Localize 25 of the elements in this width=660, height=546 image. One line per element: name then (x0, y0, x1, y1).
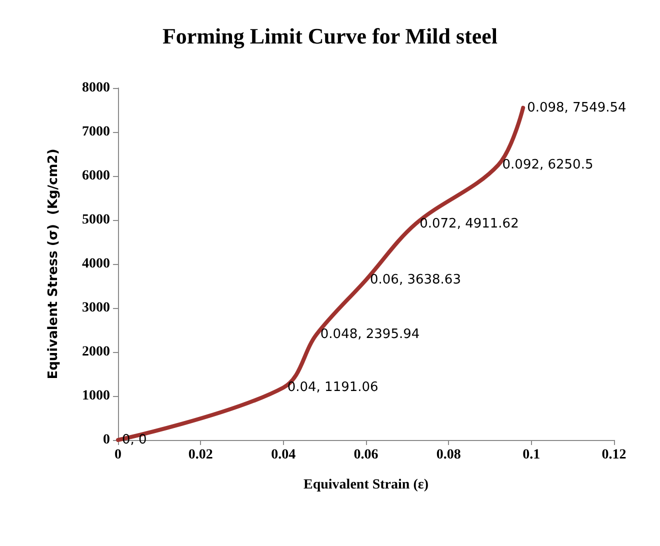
y-tick-label: 1000 (82, 388, 110, 404)
data-label: 0.06, 3638.63 (370, 272, 461, 288)
data-label: 0.098, 7549.54 (527, 100, 626, 116)
data-label: 0.072, 4911.62 (420, 216, 519, 232)
y-tick-label: 0 (103, 432, 110, 448)
data-label: 0.04, 1191.06 (287, 380, 378, 396)
x-tick-label: 0.08 (436, 448, 461, 462)
y-tick-label: 8000 (82, 80, 110, 96)
x-tick-label: 0 (114, 448, 122, 462)
y-tick-label: 5000 (82, 212, 110, 228)
y-axis-title: Equivalent Stress (σ) (Kg/cm2) (46, 148, 61, 380)
data-label: 0.092, 6250.5 (502, 157, 594, 172)
x-axis-title: Equivalent Strain (ε) (304, 478, 429, 492)
y-tick-label: 6000 (82, 168, 110, 184)
y-tick-label: 7000 (82, 124, 110, 140)
y-tick-label: 4000 (82, 256, 110, 272)
x-tick-label: 0.02 (188, 448, 213, 462)
data-label: 0.048, 2395.94 (320, 327, 420, 342)
x-tick-label: 0.12 (602, 448, 626, 462)
chart-title: Forming Limit Curve for Mild steel (162, 24, 498, 48)
y-tick-label: 2000 (82, 344, 110, 360)
x-tick-label: 0.04 (271, 448, 296, 462)
y-tick-label: 3000 (82, 300, 110, 316)
x-tick-label: 0.1 (522, 448, 540, 462)
x-tick-label: 0.06 (354, 448, 378, 462)
